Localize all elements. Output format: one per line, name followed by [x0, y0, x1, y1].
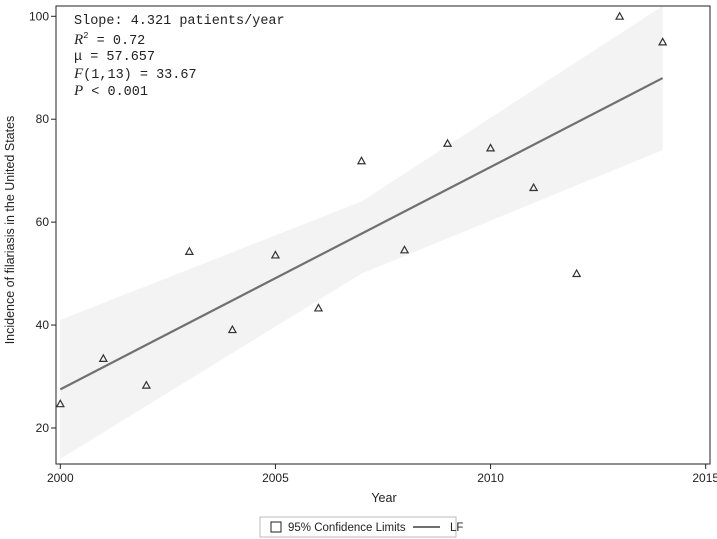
plot-frame [55, 5, 711, 465]
y-tick-label: 60 [36, 215, 50, 229]
data-point [356, 156, 367, 165]
data-point [270, 250, 281, 259]
p-value-label: P < 0.001 [73, 83, 148, 100]
legend-lf-label: LF [450, 522, 463, 534]
x-tick-label: 2010 [477, 471, 504, 485]
fit-line [59, 77, 664, 391]
legend-confidence-swatch [270, 521, 282, 533]
y-axis-title: Incidence of filariasis in the United St… [3, 116, 17, 345]
data-point [227, 324, 238, 334]
y-tick-label: 100 [29, 9, 49, 23]
f-stat-label: F(1,13) = 33.67 [73, 66, 197, 83]
y-tick-label: 40 [36, 318, 50, 332]
data-point [98, 353, 108, 362]
y-tick-label: 80 [36, 112, 50, 126]
data-point [141, 380, 151, 389]
r-squared-label: R2 = 0.72 [73, 31, 145, 49]
stats-annotation: Slope: 4.321 patients/year R2 = 0.72 μ =… [73, 14, 285, 100]
y-tick-label: 20 [36, 421, 50, 435]
data-point [615, 11, 625, 20]
x-tick-label: 2015 [692, 471, 717, 485]
x-axis-title: Year [371, 491, 396, 505]
plot-area [55, 6, 668, 459]
data-point [399, 245, 410, 254]
x-axis-ticks: 2000 2005 2010 2015 [47, 464, 717, 485]
data-point [442, 138, 453, 147]
data-points [55, 11, 668, 408]
legend-frame [259, 516, 457, 538]
data-point [571, 268, 582, 278]
legend-confidence-label: 95% Confidence Limits [288, 522, 406, 534]
data-point [528, 182, 539, 192]
legend: 95% Confidence Limits LF [259, 516, 463, 538]
y-axis-ticks: 20 40 60 80 100 [29, 9, 56, 435]
mu-label: μ = 57.657 [74, 50, 155, 65]
data-point [313, 303, 324, 312]
data-point [658, 37, 668, 46]
data-point [184, 246, 195, 255]
slope-label: Slope: 4.321 patients/year [74, 14, 285, 29]
confidence-band [60, 6, 663, 459]
data-point [55, 398, 65, 408]
x-tick-label: 2000 [47, 471, 74, 485]
data-point [485, 143, 496, 152]
x-tick-label: 2005 [262, 471, 289, 485]
